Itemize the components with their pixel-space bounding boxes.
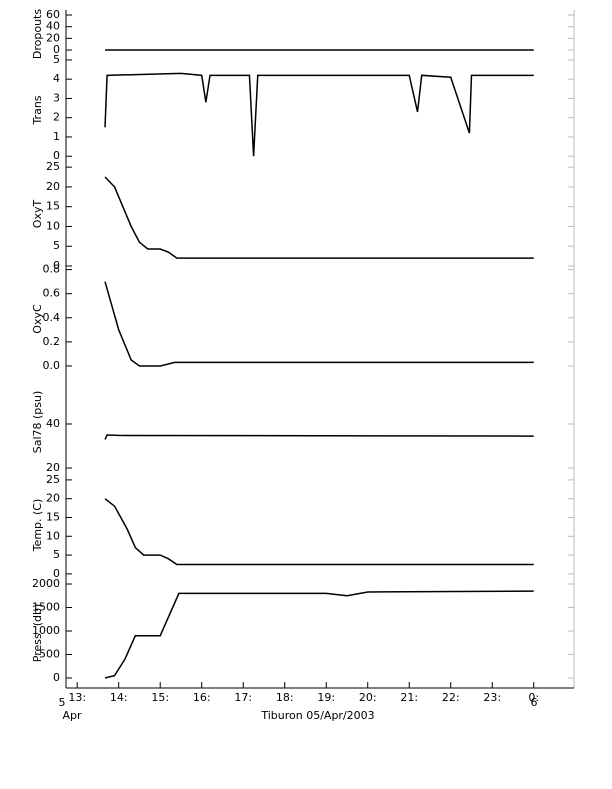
y-tick-label: 0	[53, 671, 60, 684]
x-tick-label: 0:	[528, 691, 539, 704]
y-tick-label: 0	[53, 149, 60, 162]
y-tick-label: 2	[53, 111, 60, 124]
y-tick-label: 5	[53, 548, 60, 561]
y-tick-label: 15	[46, 510, 60, 523]
y-tick-label: 0	[53, 567, 60, 580]
y-tick-label: 2000	[32, 577, 60, 590]
y-tick-label: 0	[53, 43, 60, 56]
date-label: 6	[531, 696, 538, 709]
y-axis-label: Trans	[31, 95, 44, 125]
y-tick-label: 20	[46, 461, 60, 474]
y-tick-label: 40	[46, 20, 60, 33]
x-tick-label: 22:	[442, 691, 460, 704]
y-tick-label: 25	[46, 473, 60, 486]
x-tick-label: 17:	[234, 691, 252, 704]
y-tick-label: 0.6	[43, 287, 61, 300]
y-tick-label: 0	[53, 259, 60, 272]
y-tick-label: 1000	[32, 624, 60, 637]
x-tick-label: 20:	[359, 691, 377, 704]
x-tick-label: 13:	[68, 691, 86, 704]
y-tick-label: 0.0	[43, 359, 61, 372]
data-line	[104, 176, 534, 259]
data-line	[104, 590, 534, 679]
y-tick-label: 5	[53, 53, 60, 66]
y-tick-label: 15	[46, 200, 60, 213]
data-line	[104, 498, 534, 566]
y-axis-label: Dropouts	[31, 9, 44, 59]
y-axis-label: Press. (db)	[31, 604, 44, 663]
y-tick-label: 4	[53, 72, 60, 85]
y-tick-label: 5	[53, 239, 60, 252]
date-label: Apr	[62, 709, 82, 722]
y-tick-label: 20	[46, 492, 60, 505]
y-tick-label: 20	[46, 180, 60, 193]
x-axis-label: Tiburon 05/Apr/2003	[260, 709, 374, 722]
x-tick-label: 21:	[400, 691, 418, 704]
x-tick-label: 16:	[193, 691, 211, 704]
y-tick-label: 10	[46, 219, 60, 232]
data-line	[104, 434, 534, 440]
date-label: 5	[59, 696, 66, 709]
y-axis-label: Temp. (C)	[31, 499, 44, 553]
y-axis-label: Sal78 (psu)	[31, 391, 44, 454]
x-tick-label: 19:	[317, 691, 335, 704]
x-tick-label: 18:	[276, 691, 294, 704]
y-tick-label: 0.2	[43, 335, 61, 348]
x-tick-label: 15:	[151, 691, 169, 704]
y-tick-label: 25	[46, 160, 60, 173]
y-axis-label: OxyC	[31, 304, 44, 334]
data-line	[104, 281, 534, 367]
data-line	[104, 72, 534, 157]
x-tick-label: 14:	[110, 691, 128, 704]
y-tick-label: 0.4	[43, 311, 61, 324]
y-tick-label: 40	[46, 417, 60, 430]
y-tick-label: 60	[46, 8, 60, 21]
y-tick-label: 1	[53, 130, 60, 143]
y-tick-label: 0.8	[43, 263, 61, 276]
y-tick-label: 10	[46, 529, 60, 542]
y-tick-label: 500	[39, 647, 60, 660]
y-tick-label: 20	[46, 31, 60, 44]
y-axis-label: OxyT	[31, 200, 44, 229]
y-tick-label: 1500	[32, 601, 60, 614]
y-tick-label: 3	[53, 91, 60, 104]
x-tick-label: 23:	[483, 691, 501, 704]
